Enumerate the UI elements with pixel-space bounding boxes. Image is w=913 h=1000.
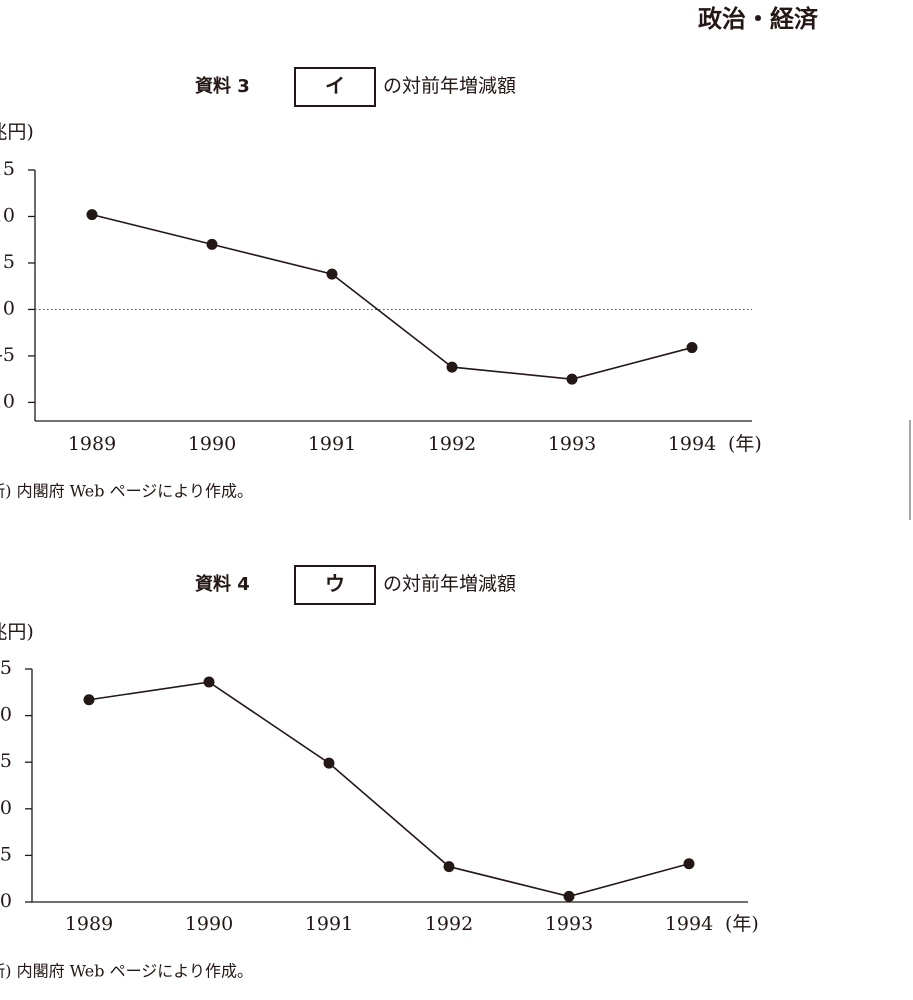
y-tick-label: -5 <box>0 344 15 366</box>
data-point <box>206 238 218 250</box>
x-tick-label: 1989 <box>68 433 116 455</box>
data-point <box>443 861 455 873</box>
data-point <box>446 361 458 373</box>
x-tick-label: 1993 <box>545 913 593 935</box>
chart-subtitle: の対前年増減額 <box>383 75 516 97</box>
y-tick-label: 15 <box>0 750 12 772</box>
y-axis-unit: (兆円) <box>0 621 34 643</box>
y-tick-label: 10 <box>0 797 12 819</box>
x-tick-label: 1993 <box>548 433 596 455</box>
title-box-label: ウ <box>325 572 345 596</box>
data-point <box>86 209 98 221</box>
x-tick-label: 1994 <box>665 913 713 935</box>
data-point <box>326 268 338 280</box>
x-tick-label: 1991 <box>308 433 356 455</box>
data-point <box>686 342 698 354</box>
subject-header: 政治・経済 <box>698 5 819 33</box>
y-tick-label: 5 <box>0 843 12 865</box>
x-tick-label: 1992 <box>425 913 473 935</box>
x-tick-label: 1990 <box>188 433 236 455</box>
y-tick-label: 0 <box>0 890 12 912</box>
x-tick-label: 1994 <box>668 433 716 455</box>
data-point <box>683 858 695 870</box>
data-point <box>83 694 95 706</box>
source-note: (出所) 内閣府 Web ページにより作成。 <box>0 482 253 501</box>
series-line <box>88 681 690 898</box>
chart-subtitle: の対前年増減額 <box>383 573 516 595</box>
y-tick-label: 25 <box>0 657 12 679</box>
y-tick-label: 10 <box>0 204 15 226</box>
y-tick-label: 5 <box>3 251 15 273</box>
data-point <box>566 373 578 385</box>
title-box <box>294 565 376 605</box>
title-box <box>294 67 376 107</box>
data-point <box>323 757 335 769</box>
y-axis-unit: (兆円) <box>0 121 34 143</box>
series-line <box>91 213 693 380</box>
y-tick-label: 15 <box>0 158 15 180</box>
x-tick-label: 1992 <box>428 433 476 455</box>
y-tick-label: 0 <box>3 297 15 319</box>
data-point <box>563 890 575 902</box>
source-note: (出所) 内閣府 Web ページにより作成。 <box>0 962 253 981</box>
chart-title: 資料 4 <box>195 573 250 595</box>
x-tick-label: 1989 <box>65 913 113 935</box>
x-axis-unit: (年) <box>725 913 759 935</box>
x-tick-label: 1991 <box>305 913 353 935</box>
y-tick-label: 20 <box>0 704 12 726</box>
chart-title: 資料 3 <box>195 75 250 97</box>
title-box-label: イ <box>325 74 345 98</box>
y-tick-label: -10 <box>0 390 15 412</box>
data-point <box>203 676 215 688</box>
x-axis-unit: (年) <box>728 433 762 455</box>
x-tick-label: 1990 <box>185 913 233 935</box>
